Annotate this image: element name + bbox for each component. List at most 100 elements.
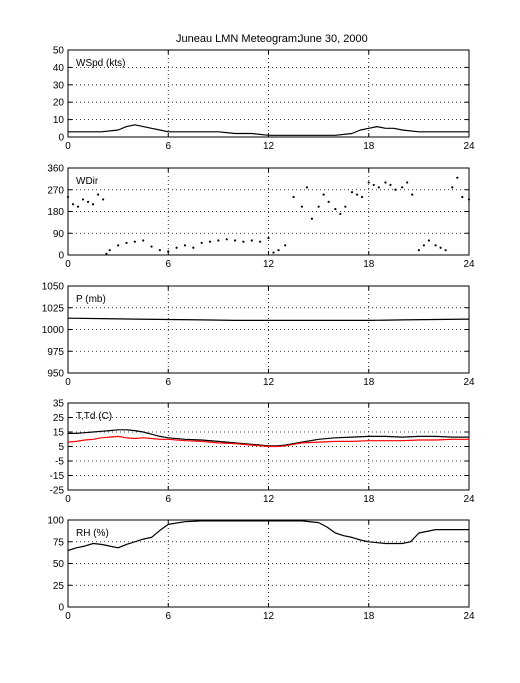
series-point [142, 239, 145, 242]
series-point [250, 239, 253, 242]
series-point [461, 195, 464, 199]
panel-wdir: 0 6 12 18 24 0 90 180 270 360 WDir [47, 164, 475, 271]
y-tick-label: 0 [58, 603, 64, 614]
series-point [96, 193, 100, 196]
series-point [167, 250, 170, 253]
panel-label: P (mb) [76, 294, 106, 305]
y-tick-label: -15 [50, 471, 65, 482]
series-point [322, 193, 325, 196]
series-point [117, 244, 120, 247]
y-tick-label: 1025 [42, 303, 65, 314]
figure-title: Juneau LMN Meteogram: [176, 33, 300, 45]
series-point [71, 203, 75, 206]
y-tick-label: 5 [58, 442, 64, 453]
series-point [360, 195, 364, 199]
x-tick-label: 12 [263, 494, 275, 505]
series-point [367, 181, 370, 184]
y-tick-label: 30 [53, 80, 65, 91]
series-point [183, 244, 187, 247]
x-tick-label: 24 [463, 494, 475, 505]
series-line-0 [67, 520, 469, 552]
series-point [456, 176, 459, 179]
series-point [108, 249, 111, 252]
series-point [384, 181, 387, 184]
series-line-0 [68, 124, 469, 136]
series-point [158, 249, 161, 252]
series-point [389, 183, 392, 187]
series-point [350, 191, 354, 194]
series-point [355, 193, 359, 196]
x-tick-label: 18 [363, 141, 375, 152]
series-point [401, 186, 404, 189]
panel-label: RH (%) [76, 528, 109, 539]
x-tick-label: 24 [463, 141, 475, 152]
y-tick-label: 180 [47, 207, 64, 218]
series-point [451, 186, 454, 189]
series-point [101, 198, 105, 201]
x-tick-label: 6 [165, 611, 171, 622]
series-point [192, 246, 195, 249]
series-point [305, 186, 309, 189]
series-point [334, 207, 337, 211]
series-line-0 [67, 317, 470, 321]
y-tick-label: 360 [47, 164, 64, 175]
series-point [76, 205, 80, 208]
series-point [175, 246, 178, 249]
series-point [105, 252, 108, 255]
x-tick-label: 12 [263, 377, 275, 388]
series-line-0 [68, 429, 469, 447]
x-tick-label: 6 [165, 494, 171, 505]
x-tick-label: 24 [463, 377, 475, 388]
series-point [200, 241, 203, 245]
axes-frame [67, 49, 470, 138]
x-tick-label: 0 [65, 377, 71, 388]
y-tick-label: 0 [58, 133, 64, 144]
x-tick-label: 0 [65, 611, 71, 622]
series-point [344, 205, 347, 208]
series-point [434, 244, 437, 247]
x-tick-label: 12 [263, 141, 275, 152]
series-point [310, 217, 314, 220]
x-tick-label: 6 [165, 259, 171, 270]
series-point [259, 240, 262, 243]
y-tick-label: 50 [53, 46, 65, 57]
y-tick-label: 40 [53, 63, 65, 74]
series-point [339, 212, 342, 216]
series-point [217, 239, 220, 242]
y-tick-label: 50 [53, 559, 65, 570]
panel-label: T,Td (C) [76, 411, 112, 422]
series-point [86, 200, 90, 203]
series-point [467, 198, 471, 201]
series-point [439, 246, 442, 249]
panel-pres: 0 6 12 18 24 950 975 1000 1025 1050 P (mb) [42, 282, 475, 389]
series-point [150, 245, 153, 248]
series-point [444, 249, 447, 252]
x-tick-label: 18 [363, 377, 375, 388]
series-point [317, 205, 320, 208]
panel-wspd: 0 6 12 18 24 0 10 20 30 40 50 WSpd (kts) [53, 46, 475, 153]
x-tick-label: 18 [363, 611, 375, 622]
x-tick-label: 0 [65, 494, 71, 505]
series-point [208, 240, 212, 243]
series-point [427, 239, 430, 242]
x-tick-label: 0 [65, 259, 71, 270]
series-point [267, 236, 270, 240]
series-point [417, 249, 420, 252]
series-point [411, 193, 414, 196]
x-tick-label: 24 [463, 259, 475, 270]
series-point [272, 251, 275, 254]
series-point [242, 240, 245, 243]
y-tick-label: 950 [47, 369, 64, 380]
y-tick-label: 0 [58, 251, 64, 262]
y-tick-label: 20 [53, 98, 65, 109]
y-tick-label: 10 [53, 115, 65, 126]
x-tick-label: 6 [165, 141, 171, 152]
y-tick-label: 15 [53, 428, 65, 439]
series-point [292, 195, 295, 199]
panel-label: WDir [76, 176, 99, 187]
x-tick-label: 18 [363, 494, 375, 505]
series-point [133, 240, 136, 243]
series-point [91, 203, 95, 206]
y-tick-label: 75 [53, 537, 65, 548]
